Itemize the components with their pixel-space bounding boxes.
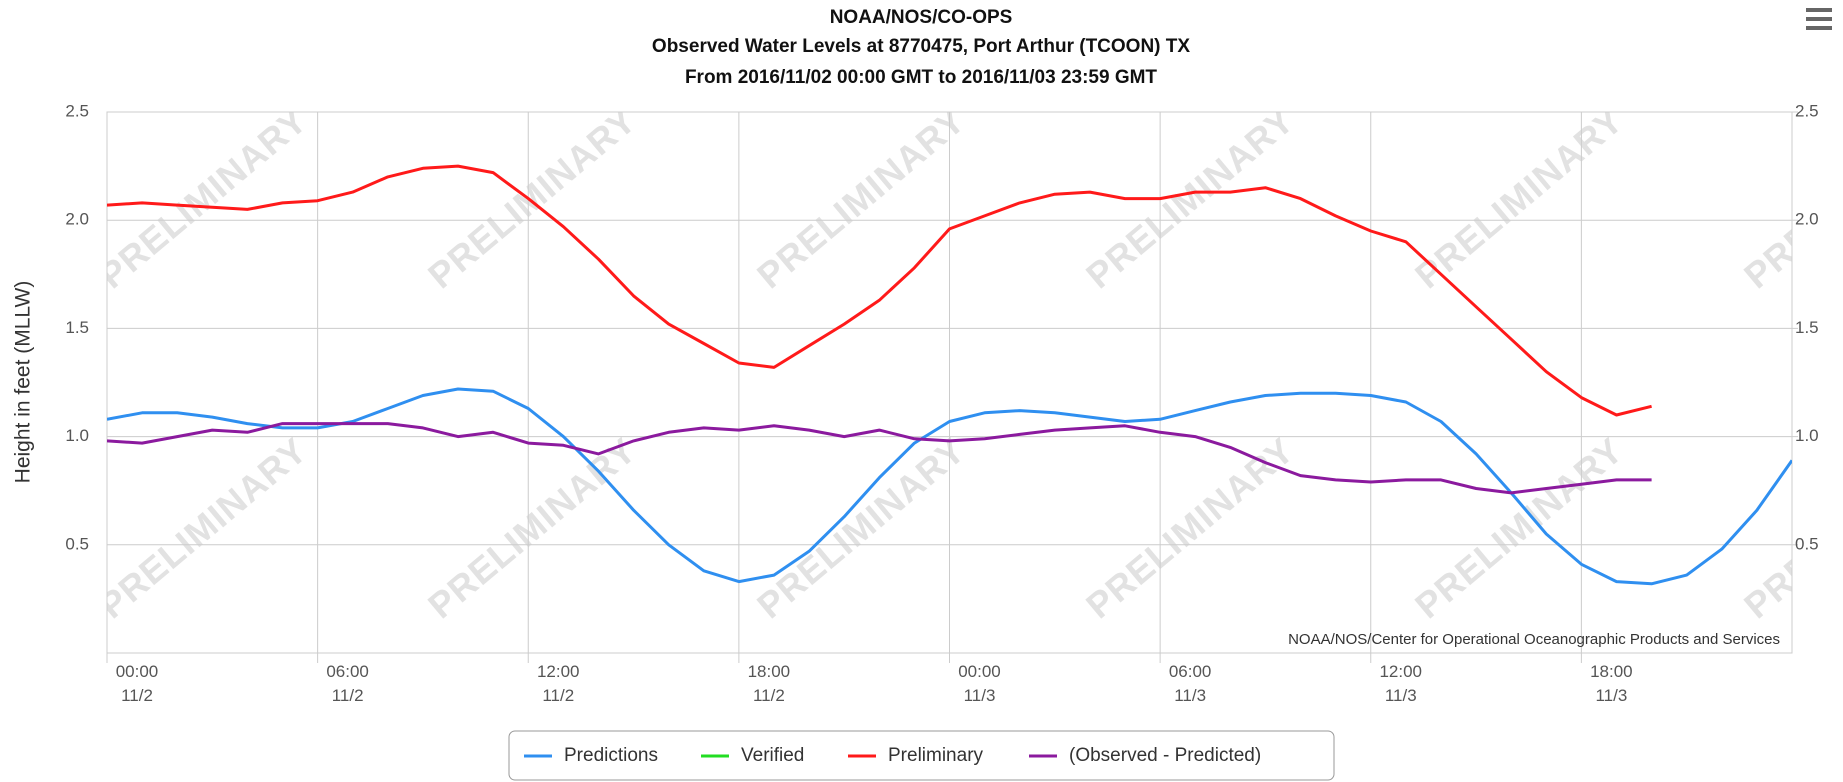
watermark: PRELIMINARY [749, 429, 973, 626]
x-tick-label: 12:00 11/3 [1379, 662, 1422, 705]
y2-tick-label: 1.5 [1795, 318, 1819, 337]
x-tick-label: 06:00 11/2 [326, 662, 369, 705]
x-tick-label: 00:00 11/2 [116, 662, 159, 705]
y-tick-label: 0.5 [65, 534, 89, 553]
legend-label: Predictions [564, 745, 658, 766]
y-tick-label: 2.0 [65, 210, 89, 229]
credits: NOAA/NOS/Center for Operational Oceanogr… [1288, 631, 1780, 648]
menu-bar[interactable] [1806, 17, 1832, 21]
watermark: PRELIMINARY [420, 99, 644, 296]
series-line [107, 422, 1652, 495]
x-tick-label: 18:00 11/2 [748, 662, 791, 705]
y-tick-label: 2.5 [65, 101, 89, 120]
legend-label: (Observed - Predicted) [1069, 745, 1261, 766]
watermark: PRELIMINARY [1078, 429, 1302, 626]
x-tick-label: 12:00 11/2 [537, 662, 580, 705]
y-tick-label: 1.5 [65, 318, 89, 337]
y2-tick-label: 0.5 [1795, 534, 1819, 553]
x-tick-label: 00:00 11/3 [958, 662, 1001, 705]
legend-box [508, 730, 1335, 781]
watermark: PRELIMINARY [1736, 429, 1843, 626]
watermark: PRELIMINARY [91, 99, 315, 296]
watermark: PRELIMINARY [1078, 99, 1302, 296]
y2-tick-label: 2.0 [1795, 210, 1819, 229]
menu-button[interactable] [1806, 8, 1832, 30]
legend-label: Verified [741, 745, 804, 766]
menu-bar[interactable] [1806, 26, 1832, 30]
y2-tick-label: 2.5 [1795, 101, 1819, 120]
legend: Predictions Verified Preliminary (Observed … [524, 745, 1261, 766]
chart-title: NOAA/NOS/CO-OPS [830, 7, 1013, 28]
y2-tick-label: 1.0 [1795, 426, 1819, 445]
watermark: PRELIMINARY [91, 429, 315, 626]
y-tick-label: 1.0 [65, 426, 89, 445]
grid: 0.5 1.0 1.5 2.0 2.5 0.5 1.0 1.5 2.0 2.5 00:00 11/2 0… [65, 101, 1818, 705]
menu-bar[interactable] [1806, 8, 1832, 12]
watermarks: PRELIMINARY PRELIMINARY PRELIMINARY PRELIMI… [91, 99, 1843, 626]
chart-subtitle: Observed Water Levels at 8770475, Port A… [652, 36, 1190, 57]
watermark: PRELIMINARY [1736, 99, 1843, 296]
series-line [107, 164, 1652, 417]
y-axis-label: Height in feet (MLLW) [12, 281, 35, 484]
legend-label: Preliminary [888, 745, 984, 766]
x-tick-label: 06:00 11/3 [1169, 662, 1212, 705]
lines [107, 164, 1792, 586]
watermark: PRELIMINARY [420, 429, 644, 626]
watermark: PRELIMINARY [749, 99, 973, 296]
watermark: PRELIMINARY [1407, 429, 1631, 626]
x-tick-label: 18:00 11/3 [1590, 662, 1633, 705]
chart-subtitle: From 2016/11/02 00:00 GMT to 2016/11/03 … [685, 67, 1157, 88]
watermark: PRELIMINARY [1407, 99, 1631, 296]
